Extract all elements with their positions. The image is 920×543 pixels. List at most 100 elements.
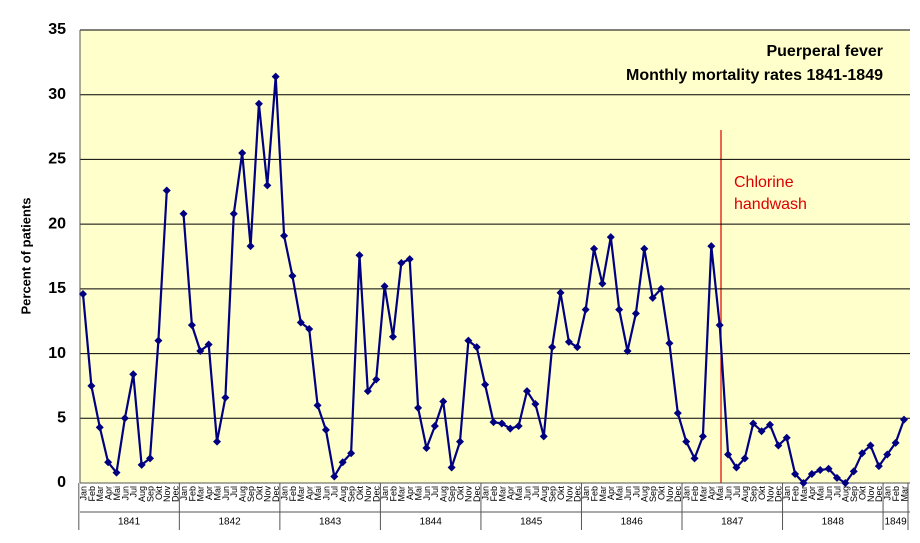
- x-tick-label: Sep: [246, 486, 256, 502]
- data-point: [372, 375, 381, 384]
- data-point: [380, 282, 389, 291]
- y-tick-label: 35: [48, 21, 66, 38]
- x-tick-label: Apr: [707, 486, 717, 500]
- data-point: [640, 244, 649, 253]
- data-point: [355, 251, 364, 260]
- x-tick-label: Feb: [690, 486, 700, 502]
- year-label: 1849: [884, 517, 907, 528]
- data-point: [497, 419, 506, 428]
- x-tick-label: Okt: [656, 486, 666, 501]
- x-tick-label: Jun: [623, 486, 633, 501]
- data-point: [874, 462, 883, 471]
- data-point: [657, 284, 666, 293]
- x-tick-label: Aug: [238, 486, 248, 502]
- x-tick-label: Mar: [799, 486, 809, 502]
- data-point: [481, 380, 490, 389]
- x-tick-label: Jan: [782, 486, 792, 501]
- data-point: [330, 472, 339, 481]
- data-point: [280, 231, 289, 240]
- x-tick-label: Apr: [305, 486, 315, 500]
- data-point: [615, 305, 624, 314]
- x-tick-label: Jul: [129, 486, 139, 498]
- x-tick-label: Jun: [522, 486, 532, 501]
- data-point: [648, 293, 657, 302]
- x-tick-label: Feb: [87, 486, 97, 502]
- data-point: [154, 336, 163, 345]
- x-tick-label: Mai: [112, 486, 122, 501]
- data-point: [724, 450, 733, 459]
- annotation: handwash: [734, 196, 807, 213]
- x-tick-label: Mai: [413, 486, 423, 501]
- data-point: [866, 441, 875, 450]
- x-tick-label: Jan: [179, 486, 189, 501]
- y-tick-label: 20: [48, 215, 66, 232]
- data-point: [548, 343, 557, 352]
- data-point: [824, 464, 833, 473]
- x-tick-label: Jan: [78, 486, 88, 501]
- data-point: [489, 418, 498, 427]
- chart-title: Puerperal fever: [766, 43, 883, 60]
- x-tick-label: Mai: [715, 486, 725, 501]
- data-point: [288, 271, 297, 280]
- data-point: [891, 438, 900, 447]
- x-tick-label: Sep: [648, 486, 658, 502]
- data-point: [112, 468, 121, 477]
- x-tick-label: Dec: [874, 486, 884, 503]
- x-tick-label: Apr: [405, 486, 415, 500]
- x-tick-label: Mai: [816, 486, 826, 501]
- data-point: [506, 424, 515, 433]
- x-tick-label: Nov: [363, 486, 373, 503]
- x-tick-label: Mar: [497, 486, 507, 502]
- x-tick-label: Feb: [187, 486, 197, 502]
- x-tick-label: Okt: [254, 486, 264, 501]
- x-tick-label: Jan: [682, 486, 692, 501]
- x-tick-label: Sep: [447, 486, 457, 502]
- x-tick-label: Sep: [346, 486, 356, 502]
- x-tick-label: Feb: [288, 486, 298, 502]
- plot-area: [80, 30, 910, 483]
- x-tick-label: Feb: [891, 486, 901, 502]
- x-tick-label: Dec: [673, 486, 683, 503]
- x-tick-label: Apr: [204, 486, 214, 500]
- data-point: [816, 466, 825, 475]
- x-tick-label: Aug: [841, 486, 851, 502]
- x-tick-label: Jul: [631, 486, 641, 498]
- y-tick-label: 10: [48, 345, 66, 362]
- x-tick-label: Feb: [388, 486, 398, 502]
- x-tick-label: Sep: [548, 486, 558, 502]
- y-axis-label: Percent of patients: [18, 197, 33, 314]
- data-point: [79, 290, 87, 299]
- x-tick-label: Jul: [531, 486, 541, 498]
- x-tick-label: Dec: [372, 486, 382, 503]
- x-tick-label: Jul: [330, 486, 340, 498]
- x-tick-label: Jun: [221, 486, 231, 501]
- y-tick-label: 30: [48, 86, 66, 103]
- x-tick-label: Feb: [589, 486, 599, 502]
- x-tick-label: Okt: [857, 486, 867, 501]
- data-point: [187, 321, 196, 330]
- y-tick-label: 5: [57, 410, 66, 427]
- y-tick-label: 0: [57, 474, 66, 491]
- data-point: [883, 450, 892, 459]
- year-label: 1846: [621, 517, 644, 528]
- x-tick-label: Jul: [229, 486, 239, 498]
- data-point: [296, 318, 305, 327]
- x-tick-label: Jan: [380, 486, 390, 501]
- x-tick-label: Jul: [732, 486, 742, 498]
- x-tick-label: Jan: [581, 486, 591, 501]
- x-tick-label: Jun: [723, 486, 733, 501]
- data-point: [791, 469, 800, 478]
- data-point: [397, 258, 406, 267]
- x-tick-label: Jan: [883, 486, 893, 501]
- data-point: [87, 381, 96, 390]
- x-tick-label: Mai: [313, 486, 323, 501]
- data-point: [631, 309, 640, 318]
- data-point: [414, 403, 423, 412]
- year-label: 1841: [118, 517, 141, 528]
- x-tick-label: Sep: [749, 486, 759, 502]
- data-point: [246, 242, 255, 251]
- x-tick-label: Nov: [464, 486, 474, 503]
- x-tick-label: Mar: [296, 486, 306, 502]
- data-point: [95, 423, 104, 432]
- data-point: [740, 454, 749, 463]
